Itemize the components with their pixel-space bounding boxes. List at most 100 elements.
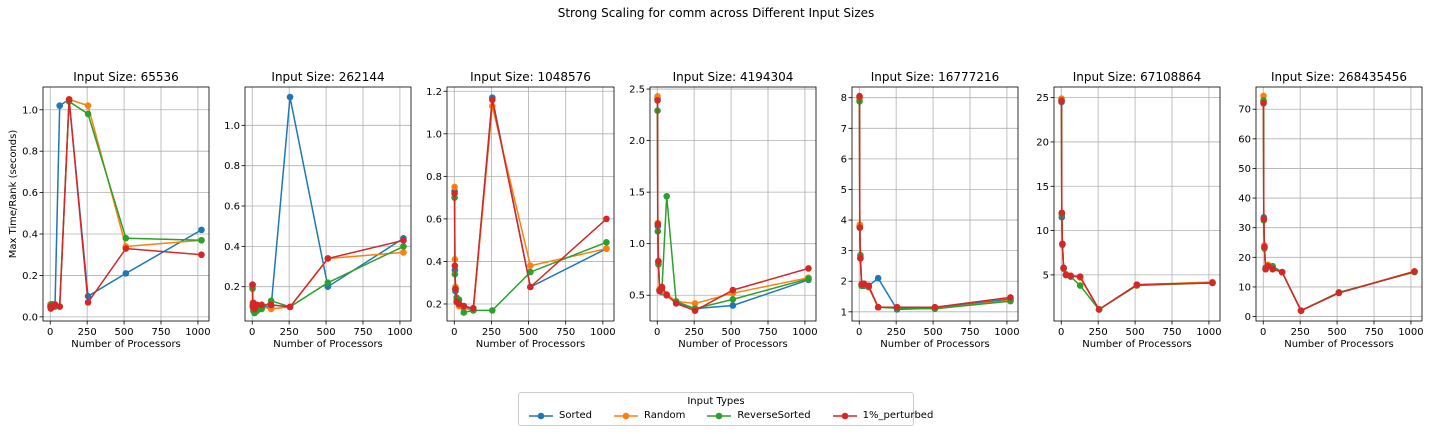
- data-point-1pct-perturbed: [1058, 209, 1066, 217]
- data-point-1pct-perturbed: [1261, 243, 1268, 251]
- y-tick-label: 0.8: [22, 147, 38, 158]
- y-tick-label: 3: [841, 246, 847, 257]
- legend-swatch-sorted: [529, 412, 553, 419]
- y-tick-label: 25: [1036, 93, 1049, 104]
- data-point-1pct-perturbed: [1260, 99, 1267, 107]
- data-point-random: [400, 249, 407, 256]
- axes-frame: [649, 86, 817, 322]
- data-point-1pct-perturbed: [691, 307, 699, 314]
- x-tick-label: 750: [556, 327, 575, 338]
- y-tick-label: 0.0: [22, 312, 38, 323]
- x-tick-label: 0: [654, 327, 660, 338]
- x-tick-label: 750: [960, 327, 979, 338]
- data-point-1pct-perturbed: [1095, 306, 1103, 313]
- x-tick-label: 500: [115, 327, 134, 338]
- data-point-1pct-perturbed: [324, 255, 332, 262]
- data-point-1pct-perturbed: [451, 262, 459, 269]
- series-line-reversesorted: [1060, 100, 1213, 311]
- subplot-title: Input Size: 1048576: [470, 70, 591, 84]
- data-point-1pct-perturbed: [874, 303, 882, 311]
- series-line-1pct-perturbed: [453, 99, 607, 310]
- legend-swatch-1pct-perturbed: [832, 412, 857, 419]
- subplot-title: Input Size: 67108864: [1073, 70, 1201, 84]
- data-point-reversesorted: [729, 296, 737, 303]
- y-tick-label: 20: [1238, 253, 1251, 264]
- series-line-random: [858, 99, 1011, 310]
- y-tick-label: 1.0: [22, 105, 38, 116]
- data-point-reversesorted: [1076, 282, 1084, 289]
- subplot-2: 0 250 500 750 1000 0.2 0.4 0.6 0.8 1.0 Input Size:…: [224, 70, 413, 350]
- series-line-sorted: [656, 98, 809, 310]
- y-axis-label: Max Time/Rank (seconds): [8, 130, 19, 259]
- x-axis-label: Number of Processors: [273, 339, 383, 350]
- y-tick-label: 1.2: [426, 87, 442, 98]
- data-point-1pct-perturbed: [663, 291, 670, 299]
- data-point-1pct-perturbed: [1264, 262, 1272, 270]
- data-point-1pct-perturbed: [1411, 268, 1418, 275]
- x-axis-label: Number of Processors: [71, 339, 181, 350]
- data-point-1pct-perturbed: [856, 224, 864, 232]
- legend-item-reversesorted: ReverseSorted: [707, 410, 811, 421]
- series-line-1pct-perturbed: [1060, 101, 1213, 311]
- y-tick-label: 20: [1036, 137, 1049, 148]
- y-tick-label: 0.2: [22, 271, 38, 282]
- data-point-sorted: [198, 226, 205, 234]
- x-tick-label: 750: [151, 327, 170, 338]
- subplot-title: Input Size: 16777216: [871, 70, 999, 84]
- data-point-sorted: [729, 302, 737, 309]
- x-tick-label: 750: [353, 327, 372, 338]
- x-tick-label: 500: [924, 327, 943, 338]
- y-tick-label: 15: [1036, 182, 1049, 193]
- x-tick-label: 750: [1162, 327, 1181, 338]
- y-tick-label: 30: [1238, 223, 1251, 234]
- series-line-reversesorted: [453, 197, 607, 314]
- data-point-1pct-perturbed: [1060, 264, 1067, 272]
- data-point-reversesorted: [84, 110, 92, 118]
- data-point-reversesorted: [805, 275, 812, 283]
- series-line-sorted: [858, 97, 1011, 311]
- data-point-sorted: [286, 93, 294, 101]
- subplot-7: 0 250 500 750 1000 0 10 20 30 40 50 60 70 Input Size:…: [1238, 70, 1423, 350]
- data-point-1pct-perturbed: [56, 303, 63, 310]
- data-point-random: [84, 102, 92, 109]
- x-tick-label: 1000: [1398, 327, 1423, 338]
- data-point-1pct-perturbed: [253, 301, 261, 309]
- axes-frame: [1053, 86, 1221, 322]
- data-point-1pct-perturbed: [672, 300, 680, 307]
- x-tick-label: 1000: [994, 327, 1019, 338]
- data-point-reversesorted: [198, 236, 205, 244]
- y-tick-label: 0.6: [22, 188, 38, 199]
- legend-item-random: Random: [614, 410, 685, 421]
- data-point-1pct-perturbed: [1007, 294, 1014, 301]
- y-tick-label: 70: [1238, 105, 1251, 116]
- axes-frame: [1255, 86, 1423, 322]
- y-tick-label: 0.5: [629, 291, 645, 302]
- series-line-random: [453, 105, 607, 312]
- x-tick-label: 750: [1364, 327, 1383, 338]
- data-point-1pct-perturbed: [654, 97, 661, 104]
- subplot-6: 0 250 500 750 1000 5 10 15 20 25 Input Size: 67108…: [1036, 70, 1221, 350]
- subplot-4: 0 250 500 750 1000 0.5 1.0 1.5 2.0 2.5 Input Size:…: [629, 70, 818, 350]
- x-tick-label: 750: [758, 327, 777, 338]
- data-point-random: [451, 183, 458, 191]
- data-point-random: [527, 262, 534, 269]
- x-tick-label: 250: [1089, 327, 1108, 338]
- data-point-reversesorted: [489, 307, 496, 314]
- data-point-1pct-perturbed: [1058, 97, 1065, 105]
- data-point-1pct-perturbed: [198, 251, 205, 259]
- legend-label: Sorted: [559, 410, 592, 421]
- axes-frame: [851, 86, 1019, 322]
- data-point-reversesorted: [527, 268, 534, 276]
- x-tick-label: 250: [280, 327, 299, 338]
- legend: Input Types Sorted Random ReverseSorted 1%_…: [518, 392, 933, 426]
- data-point-1pct-perturbed: [1067, 272, 1074, 280]
- data-point-1pct-perturbed: [1269, 265, 1276, 273]
- data-point-reversesorted: [400, 243, 407, 250]
- x-tick-label: 0: [249, 327, 255, 338]
- y-tick-label: 0.4: [224, 242, 240, 253]
- data-point-1pct-perturbed: [857, 254, 864, 262]
- y-tick-label: 2.5: [629, 85, 645, 96]
- subplot-title: Input Size: 268435456: [1271, 70, 1407, 84]
- y-tick-label: 0.8: [224, 161, 240, 172]
- data-point-1pct-perturbed: [122, 245, 130, 252]
